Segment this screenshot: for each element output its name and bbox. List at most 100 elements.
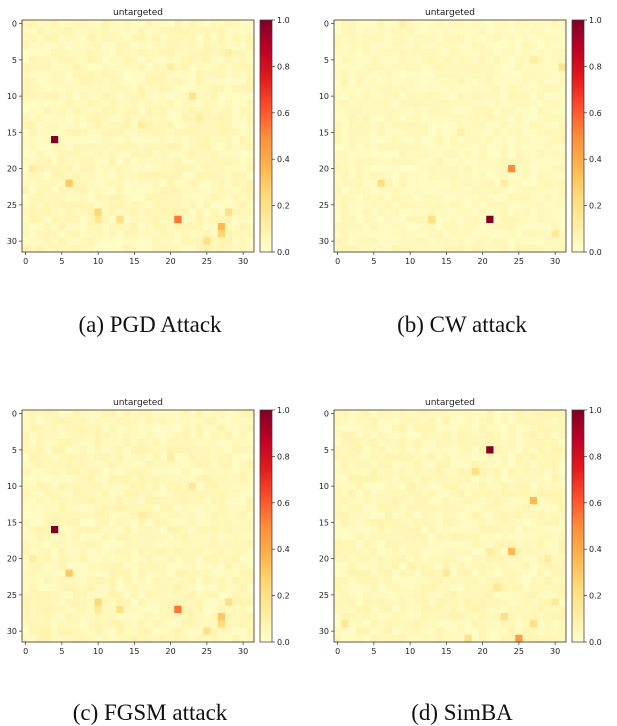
heatmap-cell — [348, 20, 357, 28]
heatmap-cell — [421, 497, 429, 505]
heatmap-cell — [167, 591, 175, 599]
heatmap-cell — [442, 605, 451, 614]
heatmap-cell — [51, 620, 59, 628]
heatmap-cell — [377, 424, 386, 433]
heatmap-cell — [116, 201, 124, 209]
heatmap-cell — [246, 49, 255, 57]
heatmap-cell — [116, 431, 124, 440]
heatmap-cell — [225, 555, 233, 563]
heatmap-cell — [123, 223, 132, 231]
heatmap-cell — [421, 584, 429, 592]
heatmap-cell — [537, 627, 545, 636]
heatmap-cell — [232, 511, 240, 520]
heatmap-cell — [80, 136, 88, 144]
heatmap-cell — [363, 475, 371, 483]
heatmap-cell — [22, 439, 30, 447]
heatmap-cell — [399, 439, 407, 447]
heatmap-cell — [435, 70, 444, 79]
heatmap-cell — [65, 584, 74, 592]
heatmap-cell — [80, 475, 88, 483]
heatmap-cell — [500, 114, 509, 122]
heatmap-cell — [22, 49, 30, 57]
heatmap-cell — [80, 439, 88, 447]
heatmap-cell — [232, 446, 240, 454]
heatmap-cell — [36, 99, 45, 108]
heatmap-cell — [94, 157, 103, 166]
heatmap-cell — [239, 620, 248, 628]
heatmap-cell — [529, 41, 538, 50]
heatmap-cell — [537, 431, 545, 440]
heatmap-cell — [72, 605, 81, 614]
heatmap-cell — [515, 540, 523, 549]
heatmap-cell — [442, 230, 451, 238]
heatmap-cell — [58, 56, 66, 64]
heatmap-cell — [188, 194, 197, 202]
heatmap-cell — [196, 49, 204, 57]
heatmap-cell — [36, 591, 45, 599]
heatmap-cell — [392, 439, 400, 447]
heatmap-cell — [72, 165, 81, 173]
heatmap-cell — [442, 518, 451, 527]
x-tick-label: 20 — [478, 257, 488, 266]
heatmap-cell — [72, 172, 81, 180]
heatmap-cell — [43, 489, 52, 498]
heatmap-cell — [508, 518, 516, 527]
heatmap-cell — [159, 201, 168, 209]
heatmap-cell — [457, 576, 465, 585]
heatmap-cell — [36, 431, 45, 440]
heatmap-cell — [493, 194, 502, 202]
heatmap-cell — [138, 208, 146, 217]
heatmap-cell — [479, 576, 487, 585]
heatmap-cell — [239, 584, 248, 592]
heatmap-cell — [217, 165, 226, 173]
heatmap-cell — [72, 244, 81, 253]
heatmap-cell — [537, 424, 545, 433]
heatmap-cell — [442, 547, 451, 556]
heatmap-cell — [355, 121, 364, 130]
heatmap-cell — [152, 237, 161, 246]
heatmap-cell — [43, 613, 52, 621]
heatmap-cell — [225, 136, 233, 144]
heatmap-cell — [428, 56, 436, 64]
heatmap-cell — [522, 591, 531, 599]
heatmap-cell — [174, 20, 182, 28]
heatmap-cell — [551, 424, 560, 433]
heatmap-cell — [348, 121, 357, 130]
heatmap-cell — [508, 533, 516, 541]
heatmap-cell — [515, 244, 523, 253]
heatmap-cell — [203, 244, 211, 253]
heatmap-cell — [152, 504, 161, 512]
heatmap-cell — [217, 555, 226, 563]
heatmap-cell — [392, 620, 400, 628]
heatmap-cell — [116, 34, 124, 43]
heatmap-cell — [442, 150, 451, 159]
heatmap-cell — [232, 497, 240, 505]
heatmap-cell — [22, 78, 30, 86]
heatmap-cell — [457, 99, 465, 108]
heatmap-cell — [188, 99, 197, 108]
heatmap-cell — [471, 56, 480, 64]
heatmap-cell — [138, 92, 146, 101]
heatmap-cell — [522, 584, 531, 592]
heatmap-cell — [450, 201, 458, 209]
heatmap-cell — [413, 92, 422, 101]
heatmap-cell — [152, 475, 161, 483]
heatmap-cell — [130, 223, 139, 231]
heatmap-cell — [123, 49, 132, 57]
heatmap-cell — [72, 186, 81, 195]
heatmap-cell — [558, 172, 567, 180]
heatmap-cell — [370, 460, 378, 469]
panel-c: untargeted 0 5 10 15 20 25 30 0 5 10 15 20 25 30 0.0 0.2… — [0, 390, 300, 660]
heatmap-cell — [413, 417, 422, 425]
heatmap-cell — [159, 540, 168, 549]
heatmap-cell — [551, 605, 560, 614]
heatmap-cell — [493, 482, 502, 491]
heatmap-cell — [334, 547, 342, 556]
heatmap-cell — [130, 121, 139, 130]
heatmap-cell — [334, 208, 342, 217]
heatmap-cell — [529, 526, 538, 534]
heatmap-cell — [225, 569, 233, 578]
heatmap-cell — [109, 165, 117, 173]
heatmap-cell — [551, 620, 560, 628]
heatmap-cell — [544, 569, 552, 578]
